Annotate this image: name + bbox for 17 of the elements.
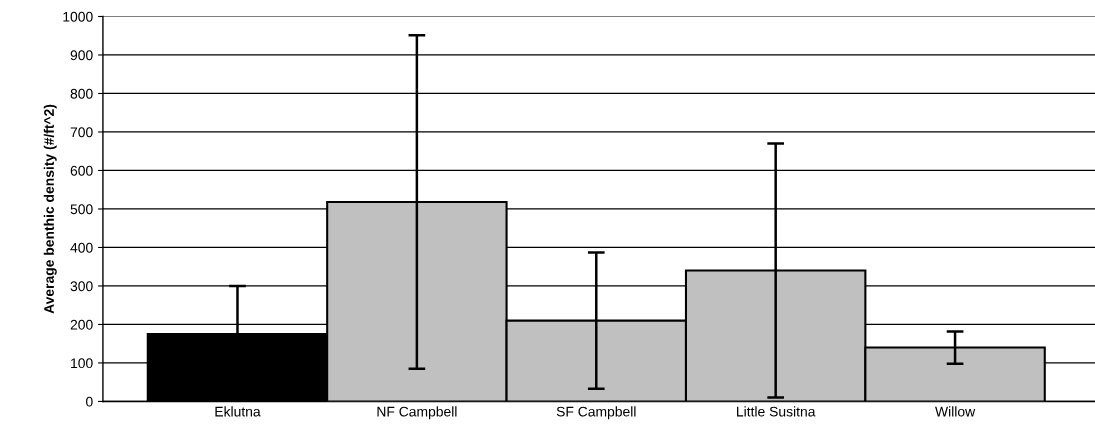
- y-tick-label: 600: [70, 165, 93, 176]
- y-axis-title: Average benthic density (#/ft^2): [43, 104, 57, 314]
- y-tick-label: 0: [86, 396, 93, 407]
- y-tick-label: 400: [70, 242, 93, 253]
- x-tick-label: SF Campbell: [556, 406, 636, 420]
- y-tick-label: 500: [70, 204, 93, 215]
- y-tick-label: 100: [71, 358, 93, 369]
- y-tick-label: 1000: [63, 11, 93, 22]
- y-tick-label: 200: [70, 319, 93, 330]
- y-tick-label: 900: [70, 50, 93, 61]
- y-tick-label: 300: [70, 281, 93, 292]
- y-tick-label: 800: [70, 88, 93, 99]
- x-tick-label: Eklutna: [215, 406, 261, 417]
- x-tick-label: NF Campbell: [377, 406, 457, 420]
- x-tick-label: Little Susitna: [737, 406, 816, 417]
- y-tick-label: 700: [70, 127, 93, 138]
- x-tick-label: Willow: [935, 406, 976, 417]
